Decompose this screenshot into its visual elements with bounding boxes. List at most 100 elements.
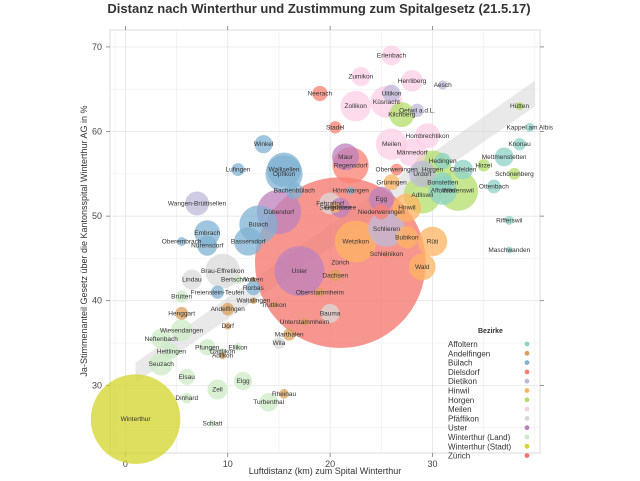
bubble-point — [199, 339, 216, 356]
x-tick-label: 0 — [123, 459, 128, 469]
bubble-point — [151, 328, 172, 349]
chart-title: Distanz nach Winterthur und Zustimmung z… — [107, 1, 530, 16]
bubble-point — [221, 302, 235, 316]
point-label: Volken — [244, 277, 264, 284]
y-axis-label: Ja-Stimmenanteil Gesetz über die Kantons… — [79, 105, 89, 376]
point-label: Adlikon — [212, 353, 234, 360]
bubble-point — [300, 317, 309, 326]
point-label: Winkel — [254, 141, 274, 148]
bubble-point — [513, 138, 526, 151]
point-label: Adliswil — [411, 192, 433, 199]
point-label: Dorf — [222, 323, 234, 330]
point-label: Brau-Effretikon — [201, 268, 245, 275]
bubble-point — [487, 179, 501, 194]
point-label: Stadel — [326, 124, 345, 131]
bubble-point — [434, 152, 451, 170]
y-tick-label: 60 — [92, 127, 102, 137]
x-tick-label: 30 — [427, 459, 437, 469]
bubble-point — [285, 182, 303, 200]
bubble-point — [408, 253, 436, 281]
bubble-point — [279, 388, 289, 399]
point-label: Nürensdorf — [191, 243, 223, 250]
legend-label: Dielsdorf — [448, 368, 480, 377]
point-label: Hedingen — [429, 158, 457, 165]
bubble-point — [181, 392, 193, 404]
point-label: Schleinikon — [370, 251, 404, 258]
bubble-point — [181, 269, 202, 290]
bubble-point — [409, 160, 436, 187]
legend-label: Bülach — [448, 359, 472, 368]
legend-label: Hinwil — [448, 387, 470, 396]
point-label: Wallisellen — [269, 167, 300, 174]
point-label: Dachsen — [322, 272, 348, 279]
legend-swatch — [524, 425, 530, 431]
point-label: Oetwil a.d.L. — [399, 107, 435, 114]
point-label: Dättlikon — [210, 348, 236, 355]
legend-swatch — [524, 416, 530, 421]
legend-swatch — [524, 406, 530, 412]
bubble-point — [414, 123, 440, 149]
bubble-point — [330, 202, 341, 213]
bubble-point — [334, 220, 377, 263]
bubble-point — [246, 280, 261, 296]
point-label: Schlatt — [202, 420, 222, 427]
point-label: Brütten — [171, 293, 192, 300]
y-tick-label: 40 — [92, 296, 102, 306]
bubble-point — [320, 303, 340, 323]
point-label: Unterstammheim — [280, 319, 329, 326]
bubble-point — [373, 204, 389, 220]
point-label: Rüti — [427, 239, 439, 246]
legend-swatch — [524, 388, 530, 393]
bubble-point — [177, 237, 187, 246]
bubble-point — [254, 135, 273, 154]
bubble-point — [438, 80, 448, 90]
bubble-point — [329, 121, 342, 134]
bubble-point — [397, 138, 427, 167]
point-label: Obfelden — [450, 167, 477, 174]
bubble-point — [525, 122, 535, 132]
point-label: Zürich — [331, 260, 349, 267]
bubble-point — [233, 343, 243, 352]
bubble-point — [219, 352, 227, 360]
point-label: Dinhard — [175, 395, 198, 402]
point-label: Rheinau — [272, 391, 297, 398]
point-label: Maschwanden — [488, 247, 530, 254]
bubble-point — [395, 226, 418, 249]
x-tick-label: 10 — [223, 459, 233, 469]
point-label: Seuzach — [149, 361, 175, 368]
point-label: Bassersdorf — [231, 239, 266, 246]
bubble-point — [382, 250, 391, 258]
point-label: Waltalingen — [236, 298, 270, 305]
point-label: Kappel am Albis — [506, 124, 553, 131]
point-label: Küsnacht — [373, 99, 400, 106]
legend-label: Andelfingen — [448, 349, 490, 358]
point-label: Bubikon — [395, 234, 419, 241]
bubble-point — [205, 253, 240, 289]
point-label: Knonau — [508, 141, 531, 148]
bubble-point — [477, 159, 490, 172]
legend-label: Winterthur (Land) — [448, 433, 511, 442]
bubble-point — [432, 172, 453, 193]
legend-label: Dietikon — [448, 377, 477, 386]
legend-swatch — [524, 350, 530, 356]
point-label: Elsau — [179, 374, 196, 381]
point-label: Rifferswil — [496, 217, 523, 224]
bubble-point — [382, 84, 401, 103]
legend-label: Horgen — [448, 396, 474, 405]
point-label: Erlenbach — [377, 52, 407, 59]
legend-swatch — [524, 443, 530, 449]
bubble-point — [234, 227, 263, 256]
point-label: Grüningen — [376, 179, 407, 186]
bubble-point — [233, 275, 243, 285]
bubble-point — [210, 285, 225, 299]
point-label: Hütten — [510, 103, 530, 110]
point-label: Maur — [338, 154, 354, 161]
point-label: Urdorf — [413, 171, 431, 178]
point-label: Opfikon — [273, 171, 296, 178]
point-label: Bülach — [249, 222, 269, 229]
point-label: Kilchberg — [388, 112, 415, 119]
point-label: Bertschikon — [221, 277, 255, 284]
bubble-point — [515, 102, 524, 111]
legend-swatch — [524, 360, 530, 365]
